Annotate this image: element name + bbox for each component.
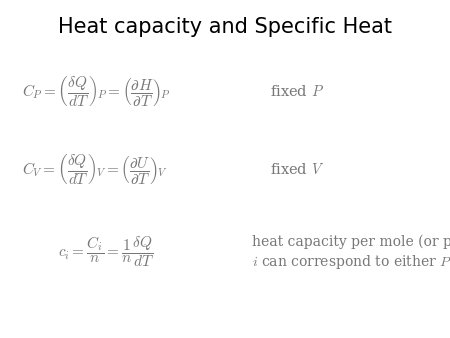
Text: $c_{i} = \dfrac{C_{i}}{n} = \dfrac{1}{n}\dfrac{\delta Q}{dT}$: $c_{i} = \dfrac{C_{i}}{n} = \dfrac{1}{n}…	[58, 235, 154, 269]
Text: $i$ can correspond to either $P$ or $V$.: $i$ can correspond to either $P$ or $V$.	[252, 253, 450, 271]
Text: fixed $V$: fixed $V$	[270, 162, 324, 176]
Text: fixed $P$: fixed $P$	[270, 84, 324, 99]
Text: heat capacity per mole (or per gm…): heat capacity per mole (or per gm…)	[252, 235, 450, 249]
Text: $C_{V} = \left(\dfrac{\delta Q}{dT}\right)_{\!V} = \left(\dfrac{\partial U}{\par: $C_{V} = \left(\dfrac{\delta Q}{dT}\righ…	[22, 152, 168, 186]
Text: $C_{P} = \left(\dfrac{\delta Q}{dT}\right)_{\!P} = \left(\dfrac{\partial H}{\par: $C_{P} = \left(\dfrac{\delta Q}{dT}\righ…	[22, 74, 171, 108]
Text: Heat capacity and Specific Heat: Heat capacity and Specific Heat	[58, 17, 392, 37]
